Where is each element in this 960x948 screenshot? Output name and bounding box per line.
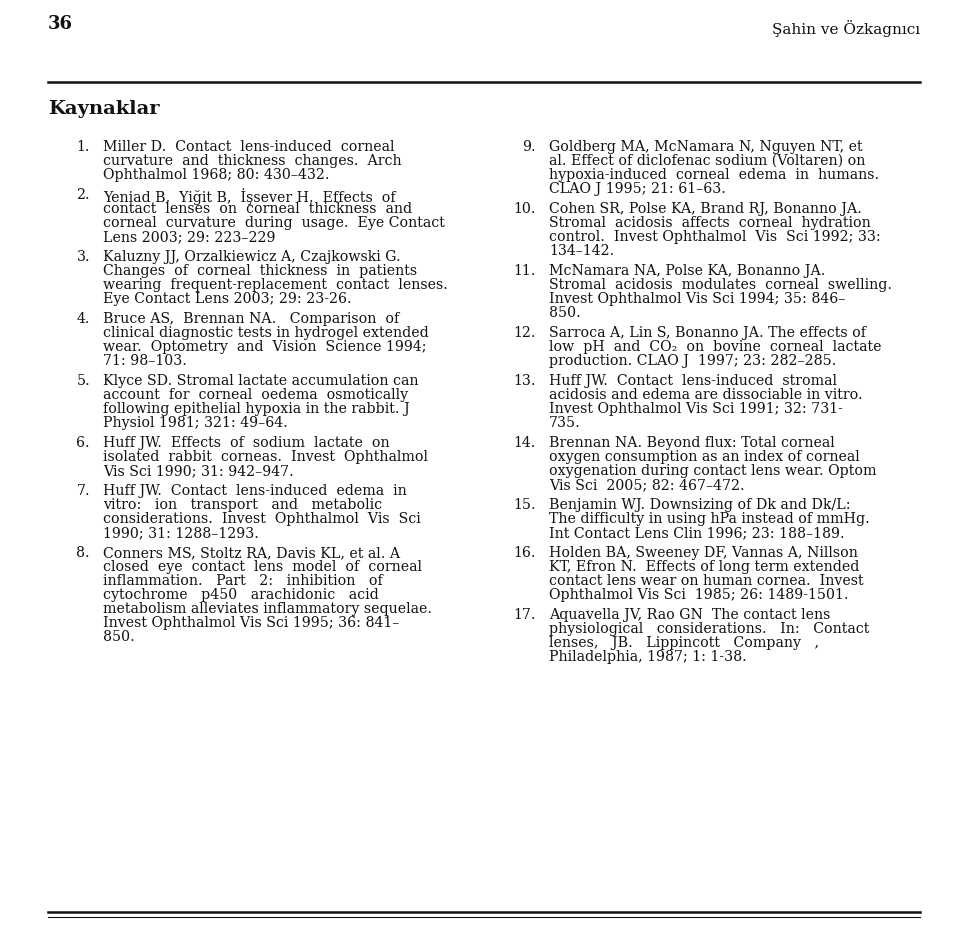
Text: Ophthalmol 1968; 80: 430–432.: Ophthalmol 1968; 80: 430–432. [103,168,329,182]
Text: contact  lenses  on  corneal  thickness  and: contact lenses on corneal thickness and [103,202,412,216]
Text: oxygen consumption as an index of corneal: oxygen consumption as an index of cornea… [549,450,860,464]
Text: corneal  curvature  during  usage.  Eye Contact: corneal curvature during usage. Eye Cont… [103,216,444,230]
Text: 4.: 4. [77,312,90,326]
Text: 9.: 9. [522,140,536,154]
Text: 10.: 10. [514,202,536,216]
Text: 5.: 5. [76,374,90,388]
Text: closed  eye  contact  lens  model  of  corneal: closed eye contact lens model of corneal [103,560,422,574]
Text: Conners MS, Stoltz RA, Davis KL, et al. A: Conners MS, Stoltz RA, Davis KL, et al. … [103,546,400,560]
Text: Yeniad B,  Yiğit B,  İşsever H.  Effects  of: Yeniad B, Yiğit B, İşsever H. Effects of [103,188,396,205]
Text: Ophthalmol Vis Sci  1985; 26: 1489-1501.: Ophthalmol Vis Sci 1985; 26: 1489-1501. [549,588,849,602]
Text: Huff JW.  Contact  lens-induced  stromal: Huff JW. Contact lens-induced stromal [549,374,837,388]
Text: Şahin ve Özkagnıcı: Şahin ve Özkagnıcı [772,20,920,37]
Text: 735.: 735. [549,416,581,430]
Text: CLAO J 1995; 21: 61–63.: CLAO J 1995; 21: 61–63. [549,182,726,196]
Text: physiological   considerations.   In:   Contact: physiological considerations. In: Contac… [549,622,870,636]
Text: Eye Contact Lens 2003; 29: 23-26.: Eye Contact Lens 2003; 29: 23-26. [103,292,351,306]
Text: 36: 36 [48,15,73,33]
Text: Klyce SD. Stromal lactate accumulation can: Klyce SD. Stromal lactate accumulation c… [103,374,419,388]
Text: 16.: 16. [514,546,536,560]
Text: contact lens wear on human cornea.  Invest: contact lens wear on human cornea. Inves… [549,574,864,588]
Text: Invest Ophthalmol Vis Sci 1991; 32: 731-: Invest Ophthalmol Vis Sci 1991; 32: 731- [549,402,843,416]
Text: Goldberg MA, McNamara N, Nguyen NT, et: Goldberg MA, McNamara N, Nguyen NT, et [549,140,863,154]
Text: 14.: 14. [514,436,536,450]
Text: 850.: 850. [549,306,581,320]
Text: considerations.  Invest  Ophthalmol  Vis  Sci: considerations. Invest Ophthalmol Vis Sc… [103,512,420,526]
Text: McNamara NA, Polse KA, Bonanno JA.: McNamara NA, Polse KA, Bonanno JA. [549,264,826,278]
Text: Changes  of  corneal  thickness  in  patients: Changes of corneal thickness in patients [103,264,418,278]
Text: account  for  corneal  oedema  osmotically: account for corneal oedema osmotically [103,388,408,402]
Text: 134–142.: 134–142. [549,244,614,258]
Text: production. CLAO J  1997; 23: 282–285.: production. CLAO J 1997; 23: 282–285. [549,354,836,368]
Text: wear.  Optometry  and  Vision  Science 1994;: wear. Optometry and Vision Science 1994; [103,340,426,354]
Text: KT, Efron N.  Effects of long term extended: KT, Efron N. Effects of long term extend… [549,560,859,574]
Text: Kaynaklar: Kaynaklar [48,100,159,118]
Text: 13.: 13. [514,374,536,388]
Text: The difficulty in using hPa instead of mmHg.: The difficulty in using hPa instead of m… [549,512,870,526]
Text: Invest Ophthalmol Vis Sci 1995; 36: 841–: Invest Ophthalmol Vis Sci 1995; 36: 841– [103,616,399,630]
Text: Philadelphia, 1987; 1: 1-38.: Philadelphia, 1987; 1: 1-38. [549,650,747,664]
Text: wearing  frequent-replacement  contact  lenses.: wearing frequent-replacement contact len… [103,278,448,292]
Text: Huff JW.  Contact  lens-induced  edema  in: Huff JW. Contact lens-induced edema in [103,484,407,498]
Text: Invest Ophthalmol Vis Sci 1994; 35: 846–: Invest Ophthalmol Vis Sci 1994; 35: 846– [549,292,846,306]
Text: 6.: 6. [77,436,90,450]
Text: inflammation.   Part   2:   inhibition   of: inflammation. Part 2: inhibition of [103,574,383,588]
Text: 3.: 3. [77,250,90,264]
Text: Holden BA, Sweeney DF, Vannas A, Nillson: Holden BA, Sweeney DF, Vannas A, Nillson [549,546,858,560]
Text: Lens 2003; 29: 223–229: Lens 2003; 29: 223–229 [103,230,276,244]
Text: 17.: 17. [514,608,536,622]
Text: 15.: 15. [514,498,536,512]
Text: hypoxia-induced  corneal  edema  in  humans.: hypoxia-induced corneal edema in humans. [549,168,879,182]
Text: Vis Sci 1990; 31: 942–947.: Vis Sci 1990; 31: 942–947. [103,464,294,478]
Text: Kaluzny JJ, Orzalkiewicz A, Czajkowski G.: Kaluzny JJ, Orzalkiewicz A, Czajkowski G… [103,250,400,264]
Text: oxygenation during contact lens wear. Optom: oxygenation during contact lens wear. Op… [549,464,876,478]
Text: following epithelial hypoxia in the rabbit. J: following epithelial hypoxia in the rabb… [103,402,410,416]
Text: 1990; 31: 1288–1293.: 1990; 31: 1288–1293. [103,526,259,540]
Text: cytochrome   p450   arachidonic   acid: cytochrome p450 arachidonic acid [103,588,379,602]
Text: Bruce AS,  Brennan NA.   Comparison  of: Bruce AS, Brennan NA. Comparison of [103,312,399,326]
Text: 71: 98–103.: 71: 98–103. [103,354,187,368]
Text: Brennan NA. Beyond flux: Total corneal: Brennan NA. Beyond flux: Total corneal [549,436,835,450]
Text: Huff JW.  Effects  of  sodium  lactate  on: Huff JW. Effects of sodium lactate on [103,436,390,450]
Text: 8.: 8. [77,546,90,560]
Text: 1.: 1. [77,140,90,154]
Text: 2.: 2. [77,188,90,202]
Text: Benjamin WJ. Downsizing of Dk and Dk/L:: Benjamin WJ. Downsizing of Dk and Dk/L: [549,498,851,512]
Text: 12.: 12. [514,326,536,340]
Text: low  pH  and  CO₂  on  bovine  corneal  lactate: low pH and CO₂ on bovine corneal lactate [549,340,881,354]
Text: Miller D.  Contact  lens-induced  corneal: Miller D. Contact lens-induced corneal [103,140,395,154]
Text: al. Effect of diclofenac sodium (Voltaren) on: al. Effect of diclofenac sodium (Voltare… [549,154,865,168]
Text: Int Contact Lens Clin 1996; 23: 188–189.: Int Contact Lens Clin 1996; 23: 188–189. [549,526,845,540]
Text: Stromal  acidosis  affects  corneal  hydration: Stromal acidosis affects corneal hydrati… [549,216,871,230]
Text: Stromal  acidosis  modulates  corneal  swelling.: Stromal acidosis modulates corneal swell… [549,278,892,292]
Text: 850.: 850. [103,630,134,644]
Text: Aquavella JV, Rao GN  The contact lens: Aquavella JV, Rao GN The contact lens [549,608,830,622]
Text: vitro:   ion   transport   and   metabolic: vitro: ion transport and metabolic [103,498,382,512]
Text: Physiol 1981; 321: 49–64.: Physiol 1981; 321: 49–64. [103,416,288,430]
Text: acidosis and edema are dissociable in vitro.: acidosis and edema are dissociable in vi… [549,388,863,402]
Text: control.  Invest Ophthalmol  Vis  Sci 1992; 33:: control. Invest Ophthalmol Vis Sci 1992;… [549,230,880,244]
Text: Vis Sci  2005; 82: 467–472.: Vis Sci 2005; 82: 467–472. [549,478,745,492]
Text: curvature  and  thickness  changes.  Arch: curvature and thickness changes. Arch [103,154,401,168]
Text: lenses,   JB.   Lippincott   Company   ,: lenses, JB. Lippincott Company , [549,636,819,650]
Text: 11.: 11. [514,264,536,278]
Text: clinical diagnostic tests in hydrogel extended: clinical diagnostic tests in hydrogel ex… [103,326,429,340]
Text: Sarroca A, Lin S, Bonanno JA. The effects of: Sarroca A, Lin S, Bonanno JA. The effect… [549,326,866,340]
Text: metabolism alleviates inflammatory sequelae.: metabolism alleviates inflammatory seque… [103,602,432,616]
Text: isolated  rabbit  corneas.  Invest  Ophthalmol: isolated rabbit corneas. Invest Ophthalm… [103,450,428,464]
Text: Cohen SR, Polse KA, Brand RJ, Bonanno JA.: Cohen SR, Polse KA, Brand RJ, Bonanno JA… [549,202,862,216]
Text: 7.: 7. [77,484,90,498]
